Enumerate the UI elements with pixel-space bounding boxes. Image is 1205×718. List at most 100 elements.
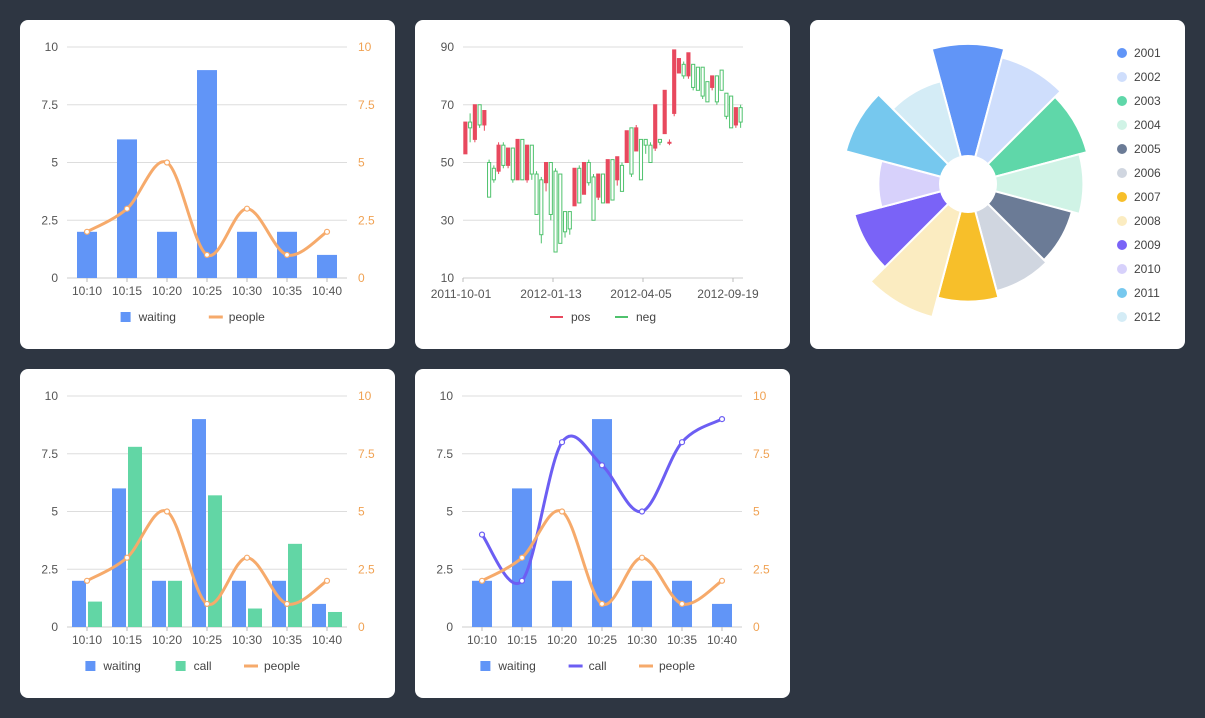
candle-neg [487, 162, 492, 198]
candle-pos [662, 89, 667, 135]
candle-neg [586, 162, 591, 184]
y-tick-label-right: 2.5 [358, 213, 375, 227]
legend-label-waiting: waiting [138, 310, 176, 324]
candle-pos [525, 144, 530, 181]
chart-card-waiting-call-line-people: 0 0 2.5 2.5 5 5 7.5 7.5 10 10 10:10 10:15 10:20 10:25… [415, 369, 790, 698]
x-tick-label: 10:30 [232, 633, 262, 647]
rose-slice-2001 [930, 43, 1006, 159]
bar-waiting [112, 488, 126, 627]
bar-call [208, 495, 222, 627]
point-people [243, 554, 251, 561]
legend-marker-waiting [85, 661, 96, 671]
y-tick-label-left: 0 [446, 620, 453, 634]
bar-waiting [712, 603, 732, 627]
point-people [323, 228, 331, 235]
candle-neg [577, 167, 582, 204]
y-tick-label: 90 [441, 40, 455, 54]
chart-card-candlestick: 10 30 50 70 90 2011-10-01 2012-01-13 2012-04-05… [415, 20, 790, 349]
rose-slice-2012 [891, 80, 962, 166]
legend-marker-2004 [1117, 120, 1127, 130]
combo-chart-waiting-call-line-people: 0 0 2.5 2.5 5 5 7.5 7.5 10 10 10:10 10:15 10:20 10:25… [436, 389, 770, 673]
legend-marker-waiting [120, 312, 131, 322]
rose-slice-2006 [974, 202, 1048, 293]
legend-label-2011: 2011 [1134, 286, 1160, 300]
candle-neg [719, 69, 724, 91]
x-tick-label: 10:20 [152, 633, 182, 647]
rose-slice-2011 [844, 93, 950, 178]
rose-slice-2008 [869, 202, 962, 319]
candle-neg [610, 159, 615, 201]
candle-neg [468, 121, 473, 129]
bar-call [128, 446, 142, 627]
legend-label-waiting: waiting [497, 659, 535, 673]
point-people [598, 600, 606, 607]
point-call [638, 508, 646, 515]
candle-pos [463, 121, 468, 155]
candle-pos [624, 130, 629, 164]
legend-label-2003: 2003 [1134, 94, 1161, 108]
legend-marker-2003 [1117, 96, 1127, 106]
legend-label-waiting: waiting [102, 659, 140, 673]
candle-neg [491, 167, 496, 181]
x-tick-label: 10:40 [312, 633, 342, 647]
point-people [83, 577, 91, 584]
x-tick-label: 10:30 [627, 633, 657, 647]
candle-neg [534, 173, 539, 215]
point-people [478, 577, 486, 584]
bar-waiting [157, 231, 177, 278]
y-tick-label-left: 5 [51, 505, 58, 519]
point-call [678, 439, 686, 446]
candle-pos [515, 138, 520, 181]
candle-neg [629, 127, 634, 175]
y-tick-label-left: 10 [45, 389, 59, 403]
y-tick-label-left: 7.5 [41, 98, 58, 112]
legend-label-pos: pos [571, 310, 590, 324]
legend-label-people: people [264, 659, 300, 673]
x-tick-label: 10:40 [707, 633, 737, 647]
legend-marker-2012 [1117, 312, 1127, 322]
legend-label-call: call [589, 659, 607, 673]
candle-pos [506, 147, 511, 166]
legend-marker-2009 [1117, 240, 1127, 250]
bar-waiting [552, 580, 572, 627]
y-tick-label-left: 10 [440, 389, 454, 403]
x-tick-label: 10:25 [192, 633, 222, 647]
candle-neg [510, 147, 515, 181]
bar-waiting [197, 70, 217, 278]
candle-pos [605, 159, 610, 204]
candle-pos [615, 156, 620, 181]
y-tick-label-left: 10 [45, 40, 59, 54]
candle-neg [691, 63, 696, 88]
y-tick-label-left: 2.5 [41, 562, 58, 576]
candle-neg [638, 138, 644, 181]
y-tick-label-right: 0 [358, 271, 365, 285]
point-people [83, 228, 91, 235]
y-tick-label: 10 [441, 271, 455, 285]
point-call [478, 531, 486, 538]
bar-call [288, 543, 302, 627]
y-tick-label-left: 5 [446, 505, 453, 519]
point-people [163, 159, 171, 166]
y-tick-label-right: 10 [358, 40, 372, 54]
candle-pos [667, 141, 672, 144]
candle-pos [686, 52, 691, 77]
y-tick-label-right: 7.5 [358, 447, 375, 461]
y-tick-label-left: 5 [51, 156, 58, 170]
rose-slice-2005 [986, 190, 1074, 262]
candle-pos [710, 75, 715, 88]
candle-pos [596, 173, 601, 198]
x-tick-label: 2011-10-01 [431, 287, 492, 301]
candle-pos [572, 167, 577, 207]
y-tick-label: 50 [441, 156, 455, 170]
x-tick-label: 10:35 [667, 633, 697, 647]
candle-pos [581, 162, 587, 195]
bar-call [168, 580, 182, 627]
candle-pos [672, 49, 677, 114]
y-tick-label: 30 [441, 213, 455, 227]
candle-neg [657, 138, 663, 143]
candle-pos [653, 104, 658, 149]
point-call [518, 577, 526, 584]
y-tick-label-right: 10 [753, 389, 767, 403]
x-tick-label: 10:35 [272, 633, 302, 647]
x-tick-label: 10:10 [72, 633, 102, 647]
